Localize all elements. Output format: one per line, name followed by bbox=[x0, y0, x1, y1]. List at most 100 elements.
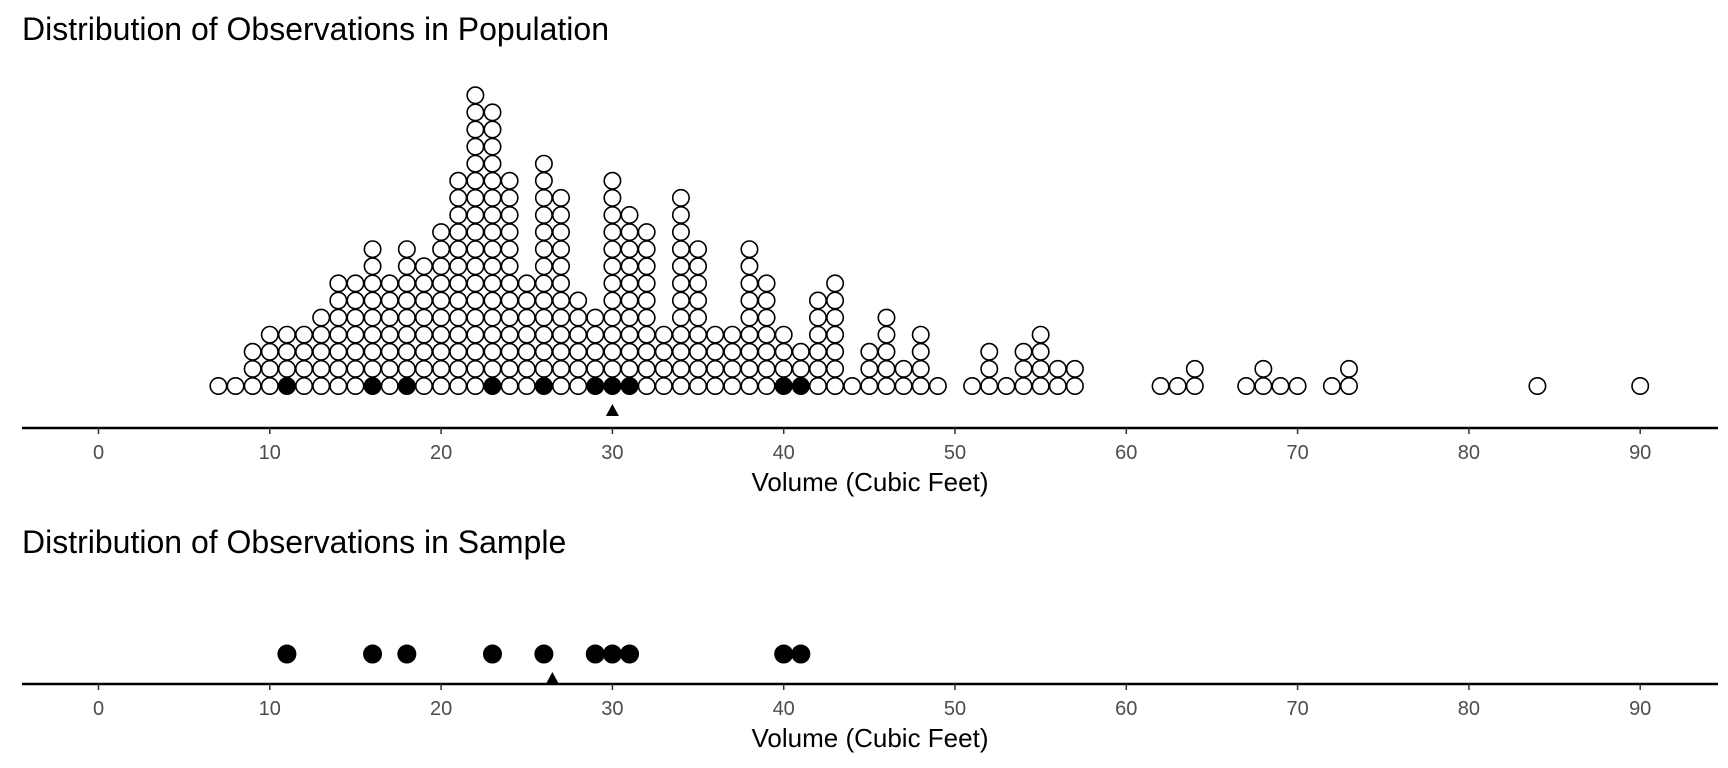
population-dot bbox=[329, 274, 348, 293]
population-dot bbox=[740, 240, 759, 259]
population-dot bbox=[483, 154, 502, 173]
population-dot bbox=[620, 308, 639, 327]
population-dot bbox=[243, 359, 262, 378]
population-dot bbox=[689, 291, 708, 310]
population-dot bbox=[1631, 376, 1650, 395]
x-tick-label: 30 bbox=[601, 442, 623, 464]
population-dot bbox=[500, 325, 519, 344]
population-dot bbox=[774, 342, 793, 361]
population-dots bbox=[209, 86, 1650, 395]
population-dot bbox=[689, 257, 708, 276]
population-dot bbox=[603, 359, 622, 378]
population-dot bbox=[911, 342, 930, 361]
population-dot bbox=[346, 342, 365, 361]
population-dot bbox=[791, 342, 810, 361]
x-tick-label: 60 bbox=[1115, 442, 1137, 464]
population-dot bbox=[552, 188, 571, 207]
population-dot bbox=[689, 342, 708, 361]
population-dot bbox=[534, 291, 553, 310]
population-dot bbox=[1014, 342, 1033, 361]
population-dot bbox=[1065, 376, 1084, 395]
population-dot bbox=[483, 274, 502, 293]
population-dot bbox=[432, 274, 451, 293]
population-dot bbox=[620, 359, 639, 378]
population-dot bbox=[432, 376, 451, 395]
population-dot bbox=[808, 308, 827, 327]
population-dot bbox=[449, 240, 468, 259]
population-dot bbox=[397, 240, 416, 259]
population-dot bbox=[380, 376, 399, 395]
population-dot bbox=[432, 240, 451, 259]
population-dot bbox=[517, 376, 536, 395]
x-tick-label: 20 bbox=[430, 442, 452, 464]
population-dot bbox=[654, 359, 673, 378]
population-dot bbox=[620, 291, 639, 310]
population-dot bbox=[654, 342, 673, 361]
population-dot bbox=[826, 376, 845, 395]
population-dot bbox=[808, 325, 827, 344]
population-dot bbox=[466, 154, 485, 173]
population-dot bbox=[740, 257, 759, 276]
population-dot bbox=[483, 257, 502, 276]
sample-dots bbox=[277, 644, 811, 664]
population-dot bbox=[1237, 376, 1256, 395]
population-dot bbox=[534, 257, 553, 276]
population-dot-sampled bbox=[603, 376, 622, 395]
sample-mean-marker-group bbox=[545, 672, 559, 684]
population-dot bbox=[706, 325, 725, 344]
population-dot bbox=[466, 359, 485, 378]
population-dot bbox=[1031, 376, 1050, 395]
population-dot bbox=[449, 376, 468, 395]
population-dot bbox=[397, 308, 416, 327]
population-dot bbox=[826, 325, 845, 344]
population-dot bbox=[295, 359, 314, 378]
population-mean-marker-group bbox=[605, 404, 619, 416]
population-dot bbox=[517, 308, 536, 327]
population-dot bbox=[603, 240, 622, 259]
population-dot bbox=[637, 376, 656, 395]
x-tick-label: 0 bbox=[93, 698, 104, 720]
population-dot bbox=[706, 342, 725, 361]
population-dot bbox=[569, 342, 588, 361]
population-dot bbox=[243, 342, 262, 361]
population-dot bbox=[1271, 376, 1290, 395]
x-tick-label: 40 bbox=[773, 698, 795, 720]
population-dot bbox=[397, 325, 416, 344]
sample-dot bbox=[620, 644, 640, 664]
population-dot bbox=[534, 308, 553, 327]
population-dot bbox=[432, 342, 451, 361]
population-dot bbox=[483, 325, 502, 344]
population-dot bbox=[414, 291, 433, 310]
population-dot bbox=[757, 342, 776, 361]
population-dot bbox=[295, 376, 314, 395]
population-dot bbox=[483, 308, 502, 327]
population-dot bbox=[552, 206, 571, 225]
population-dot bbox=[346, 376, 365, 395]
population-dot bbox=[671, 223, 690, 242]
population-dot bbox=[534, 342, 553, 361]
population-dot bbox=[723, 325, 742, 344]
population-dot-sampled bbox=[774, 376, 793, 395]
population-dot bbox=[380, 342, 399, 361]
population-dot bbox=[826, 342, 845, 361]
population-dot bbox=[449, 223, 468, 242]
sample-dot bbox=[363, 644, 383, 664]
population-dot bbox=[586, 342, 605, 361]
population-dot bbox=[1014, 376, 1033, 395]
population-dot bbox=[826, 291, 845, 310]
x-tick-label: 80 bbox=[1458, 442, 1480, 464]
population-dot bbox=[740, 308, 759, 327]
population-dot bbox=[466, 325, 485, 344]
population-dot bbox=[757, 359, 776, 378]
population-dot bbox=[552, 240, 571, 259]
population-dot bbox=[1339, 376, 1358, 395]
population-dot bbox=[586, 359, 605, 378]
population-dot bbox=[671, 188, 690, 207]
population-dot bbox=[260, 376, 279, 395]
population-dot bbox=[826, 308, 845, 327]
population-dot bbox=[466, 223, 485, 242]
population-dot bbox=[740, 376, 759, 395]
x-tick-label: 0 bbox=[93, 442, 104, 464]
population-dot bbox=[671, 274, 690, 293]
